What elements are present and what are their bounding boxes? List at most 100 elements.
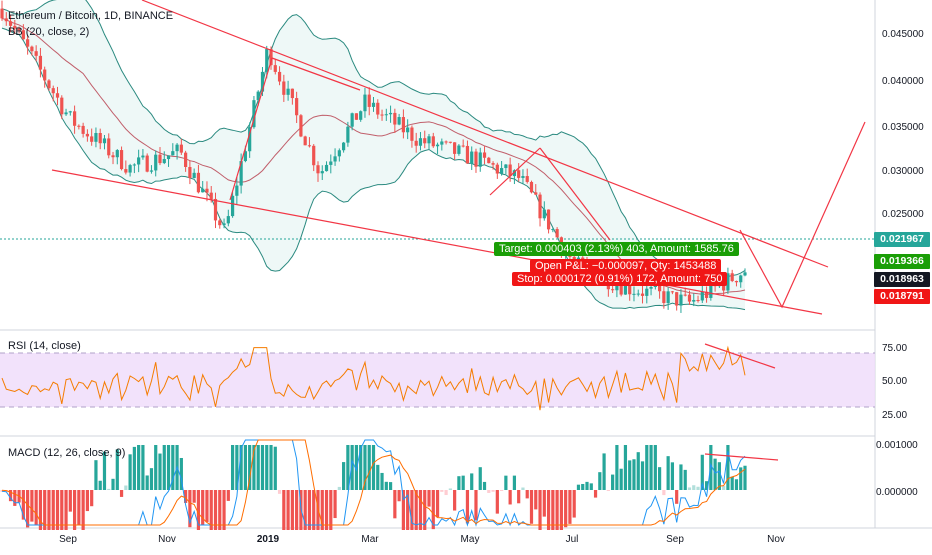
rsi-tick-label: 25.00 <box>882 410 907 421</box>
rsi-divergence-line[interactable] <box>704 343 776 369</box>
candle-body <box>687 294 692 302</box>
macd-hist-bar <box>406 490 410 530</box>
candle-body <box>320 171 324 174</box>
candle-body <box>81 125 85 134</box>
macd-hist-bar <box>598 472 602 490</box>
candle-body <box>410 127 414 141</box>
macd-hist-bar <box>201 490 205 526</box>
macd-hist-bar <box>324 490 329 530</box>
open-pnl-label[interactable]: Open P&L: −0.000097, Qty: 1453488 <box>530 259 722 273</box>
macd-hist-bar <box>0 490 4 492</box>
macd-hist-bar <box>342 462 346 490</box>
macd-hist-bar <box>320 490 324 530</box>
macd-hist-bar <box>295 490 299 530</box>
candle-body <box>653 285 657 287</box>
swing-line-2[interactable] <box>539 147 611 241</box>
macd-hist-bar <box>555 490 559 530</box>
candle-body <box>94 132 98 142</box>
macd-hist-bar <box>662 490 666 496</box>
macd-hist-bar <box>559 490 563 530</box>
candle-body <box>115 150 119 158</box>
candle-body <box>324 164 329 172</box>
rsi-indicator-title[interactable]: RSI (14, close) <box>8 340 81 352</box>
macd-hist-bar <box>132 446 136 490</box>
macd-hist-bar <box>286 490 290 530</box>
macd-hist-bar <box>534 490 538 510</box>
macd-hist-bar <box>124 485 128 490</box>
macd-hist-bar <box>487 490 491 493</box>
macd-hist-bar <box>179 457 183 490</box>
impulse-line-up[interactable] <box>229 57 273 201</box>
candle-body <box>0 8 4 19</box>
bb-fill <box>2 0 745 310</box>
macd-hist-bar <box>576 484 581 490</box>
last-price-tag: 0.021967 <box>874 232 930 247</box>
macd-divergence-line[interactable] <box>704 453 779 461</box>
candle-body <box>346 126 350 143</box>
candle-body <box>128 165 132 173</box>
trendline-drawings[interactable] <box>51 0 866 461</box>
candle-body <box>77 125 81 127</box>
macd-hist-bar <box>704 481 709 490</box>
macd-hist-bar <box>628 460 632 490</box>
candle-body <box>137 157 141 165</box>
macd-hist-bar <box>38 490 43 530</box>
candle-body <box>102 138 107 144</box>
macd-hist-bar <box>730 476 734 490</box>
candle-body <box>269 49 273 66</box>
macd-hist-bar <box>581 483 585 490</box>
macd-hist-bar <box>423 490 427 530</box>
macd-hist-bar <box>670 462 675 490</box>
stop-label[interactable]: Stop: 0.000172 (0.91%) 172, Amount: 750 <box>512 272 728 286</box>
candle-body <box>457 145 461 154</box>
lower-trendline[interactable] <box>51 169 823 315</box>
candle-body <box>307 145 312 147</box>
macd-hist-bar <box>235 445 239 490</box>
projection-path[interactable] <box>739 121 866 309</box>
candle-body <box>333 156 337 162</box>
candle-body <box>521 176 525 178</box>
candle-body <box>337 150 341 157</box>
macd-hist-bar <box>64 490 68 530</box>
macd-hist-bar <box>77 490 81 526</box>
upper-trendline[interactable] <box>141 0 829 268</box>
macd-hist-bar <box>85 490 90 512</box>
candle-body <box>192 172 196 179</box>
swing-line-1[interactable] <box>489 147 541 196</box>
candle-body <box>90 136 94 142</box>
target-label[interactable]: Target: 0.000403 (2.13%) 403, Amount: 15… <box>494 242 739 256</box>
macd-hist-bar <box>611 474 615 490</box>
macd-hist-bar <box>615 445 619 490</box>
macd-hist-bar <box>376 464 380 490</box>
macd-hist-bar <box>551 490 555 530</box>
macd-hist-bar <box>491 490 495 492</box>
macd-hist-bar <box>30 490 34 522</box>
macd-hist-bar <box>529 490 534 524</box>
macd-hist-bar <box>585 481 589 490</box>
candle-body <box>414 140 418 146</box>
candle-body <box>427 136 431 144</box>
macd-hist-bar <box>226 490 230 501</box>
candle-body <box>213 198 218 221</box>
macd-hist-bar <box>726 445 730 490</box>
candle-body <box>551 229 555 231</box>
macd-indicator-title[interactable]: MACD (12, 26, close, 9) <box>8 447 126 459</box>
time-tick-label: May <box>461 534 480 545</box>
macd-hist-bar <box>657 467 662 490</box>
impulse-line-down[interactable] <box>271 57 361 91</box>
macd-hist-bar <box>269 445 273 490</box>
candle-body <box>666 291 670 303</box>
macd-hist-bar <box>222 490 226 530</box>
macd-hist-bar <box>252 445 256 490</box>
candle-body <box>670 291 675 293</box>
macd-hist-bar <box>453 490 457 511</box>
candle-body <box>13 25 17 29</box>
macd-hist-bar <box>589 483 593 490</box>
candle-body <box>166 155 171 160</box>
macd-hist-bar <box>593 490 598 498</box>
macd-hist-bar <box>34 490 38 525</box>
bb-indicator-title[interactable]: BB (20, close, 2) <box>8 26 90 38</box>
macd-hist-bar <box>243 445 247 490</box>
